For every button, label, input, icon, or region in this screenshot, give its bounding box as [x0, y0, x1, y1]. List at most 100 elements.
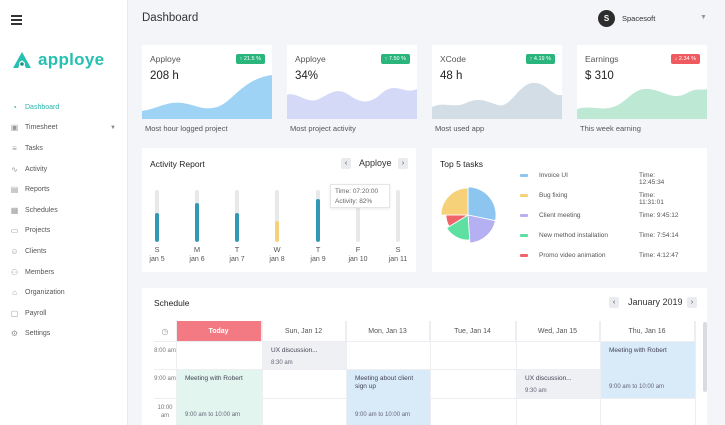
- date-label: jan 11: [388, 256, 408, 263]
- event-title: Meeting with Robert: [185, 375, 243, 382]
- legend-item: New method installation Time: 7:54:14: [520, 232, 680, 244]
- activity-bar-fill: [235, 213, 239, 242]
- column-day[interactable]: Wed, Jan 15: [516, 321, 600, 341]
- schedule-event[interactable]: Meeting with Robert 9:00 am to 10:00 am: [177, 370, 262, 425]
- event-title: UX discussion...: [271, 347, 318, 354]
- schedule-event[interactable]: UX discussion... 8:30 am: [263, 342, 346, 369]
- stat-card-activity: Apploye 34% ↑ 7.50 %: [287, 45, 417, 119]
- next-month-button[interactable]: ›: [687, 297, 697, 308]
- sidebar-item-label: Reports: [25, 186, 50, 194]
- grid-line: [516, 321, 517, 425]
- activity-bar[interactable]: [235, 190, 239, 242]
- legend-time: Time: 9:45:12: [639, 212, 679, 219]
- stat-card-hours: Apploye 208 h ↑ 21.5 %: [142, 45, 272, 119]
- activity-bar[interactable]: [316, 190, 320, 242]
- schedule-event[interactable]: Meeting about client sign up 9:00 am to …: [347, 370, 430, 425]
- sidebar-item-label: Dashboard: [25, 103, 60, 111]
- grid-line: [600, 321, 601, 425]
- date-label: jan 10: [348, 256, 368, 263]
- sidebar-item-payroll[interactable]: ▢ Payroll: [10, 303, 118, 324]
- sidebar-item-settings[interactable]: ⚙ Settings: [10, 324, 118, 345]
- sidebar-item-activity[interactable]: ∿ Activity: [10, 159, 118, 180]
- area-sparkline: [577, 88, 707, 119]
- column-day[interactable]: Tue, Jan 14: [430, 321, 516, 341]
- stat-title: XCode: [440, 54, 466, 64]
- activity-bar[interactable]: [356, 190, 360, 242]
- list-icon: ≡: [12, 143, 17, 153]
- activity-bar[interactable]: [195, 190, 199, 242]
- legend-item: Promo video animation Time: 4:12:47: [520, 252, 680, 264]
- stat-title: Apploye: [150, 54, 181, 64]
- folder-icon: ▭: [10, 226, 19, 236]
- sidebar-item-label: Clients: [25, 247, 47, 255]
- stat-title: Earnings: [585, 54, 619, 64]
- day-label: F: [355, 245, 361, 254]
- sidebar-item-label: Settings: [25, 330, 51, 338]
- brand-name: apploye: [38, 50, 105, 69]
- column-today[interactable]: Today: [176, 321, 262, 341]
- prev-project-button[interactable]: ‹: [341, 158, 351, 169]
- pie-slice[interactable]: [467, 214, 496, 244]
- trend-badge: ↓ 2.34 %: [670, 54, 700, 64]
- grid-line: [695, 321, 696, 425]
- activity-bar[interactable]: [155, 190, 159, 242]
- column-day[interactable]: Sun, Jan 12: [262, 321, 346, 341]
- sidebar: apploye ◔ Dashboard ▣ Timesheet ▼ ≡ Tasks ∿ A…: [0, 0, 128, 425]
- sidebar-item-tasks[interactable]: ≡ Tasks: [10, 138, 118, 159]
- stat-value: 34%: [295, 70, 319, 82]
- hamburger-menu-icon[interactable]: [11, 15, 22, 25]
- sidebar-item-dashboard[interactable]: ◔ Dashboard: [10, 97, 118, 118]
- sidebar-item-members[interactable]: ⚇ Members: [10, 262, 118, 283]
- tasks-pie-chart: [440, 186, 497, 244]
- time-label: 8:00 am: [154, 348, 176, 354]
- prev-month-button[interactable]: ‹: [609, 297, 619, 308]
- stat-title: Apploye: [295, 54, 326, 64]
- activity-bar[interactable]: [275, 190, 279, 242]
- date-label: jan 6: [189, 256, 205, 263]
- sidebar-item-schedules[interactable]: ▦ Schedules: [10, 200, 118, 221]
- sidebar-item-projects[interactable]: ▭ Projects: [10, 221, 118, 242]
- grid-line: [176, 321, 177, 425]
- dashboard-icon: ◔: [12, 102, 17, 112]
- grid-line: [154, 369, 695, 370]
- schedule-title: Schedule: [154, 298, 190, 308]
- date-label: jan 5: [149, 256, 165, 263]
- activity-report-panel: Activity Report: [142, 148, 416, 272]
- day-label: M: [193, 245, 201, 254]
- chevron-down-icon[interactable]: ▼: [700, 14, 707, 21]
- pie-slice[interactable]: [467, 186, 497, 222]
- legend-label: Invoice UI: [539, 172, 568, 179]
- user-menu[interactable]: S Spacesoft: [598, 10, 655, 27]
- legend-swatch: [520, 254, 528, 257]
- activity-bar[interactable]: [396, 190, 400, 242]
- time-label: 9:00 am: [154, 376, 176, 382]
- legend-item: Invoice UI Time: 12:45:34: [520, 172, 680, 186]
- legend-label: Bug fixing: [539, 192, 568, 199]
- legend-item: Bug fixing Time: 11:31:01: [520, 192, 680, 206]
- members-icon: ⚇: [10, 267, 19, 277]
- brand-logo[interactable]: apploye: [11, 50, 104, 70]
- pie-slice[interactable]: [446, 214, 471, 241]
- sidebar-item-organization[interactable]: ⌂ Organization: [10, 282, 118, 303]
- schedule-scrollbar[interactable]: [703, 322, 707, 392]
- sidebar-item-label: Schedules: [25, 206, 58, 214]
- apploye-logo-icon: [13, 51, 31, 68]
- grid-line: [262, 321, 263, 425]
- sidebar-item-clients[interactable]: ☺ Clients: [10, 241, 118, 262]
- column-day[interactable]: Mon, Jan 13: [346, 321, 430, 341]
- legend-time: Time: 7:54:14: [639, 232, 679, 239]
- stat-value: 208 h: [150, 70, 179, 82]
- sidebar-item-reports[interactable]: ▤ Reports: [10, 179, 118, 200]
- schedule-event[interactable]: UX discussion... 9:30 am: [517, 370, 600, 398]
- column-day[interactable]: Thu, Jan 16: [600, 321, 695, 341]
- stat-value: 48 h: [440, 70, 463, 82]
- next-project-button[interactable]: ›: [398, 158, 408, 169]
- sidebar-item-timesheet[interactable]: ▣ Timesheet ▼: [10, 118, 118, 139]
- pie-slice[interactable]: [440, 187, 469, 216]
- schedule-event[interactable]: Meeting with Robert 9:00 am to 10:00 am: [601, 342, 695, 398]
- stat-caption: Most used app: [435, 124, 485, 133]
- legend-swatch: [520, 214, 528, 217]
- sidebar-item-label: Activity: [25, 165, 48, 173]
- schedule-icon: ▦: [10, 205, 19, 215]
- activity-tooltip: Time: 07:20:00 Activity: 82%: [330, 184, 390, 208]
